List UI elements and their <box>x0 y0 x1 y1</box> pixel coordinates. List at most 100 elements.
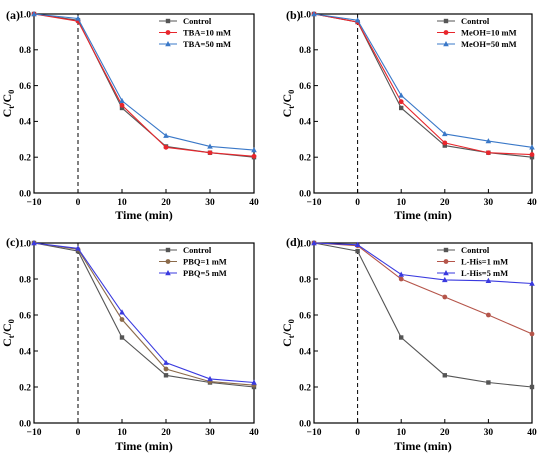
x-tick-label: −10 <box>307 198 322 208</box>
data-point <box>529 384 535 390</box>
legend-marker <box>165 259 171 264</box>
data-point <box>398 92 404 98</box>
y-axis-title-main: C <box>280 109 294 118</box>
legend-marker <box>165 30 171 35</box>
data-point <box>398 99 404 105</box>
data-point <box>119 309 125 315</box>
legend-marker <box>165 41 171 47</box>
data-point <box>163 359 169 365</box>
series-1 <box>311 240 535 337</box>
x-tick-label: 0 <box>355 428 360 438</box>
data-point <box>119 97 125 104</box>
data-point <box>31 11 37 17</box>
data-point <box>399 105 404 111</box>
panel-b: (b) −10 0 10 20 30 40 0.0 0.2 0.4 0.6 0.8 1.0 Time (m… <box>280 8 537 222</box>
x-tick-label: 0 <box>355 198 360 208</box>
panel-label: (d) <box>286 235 301 249</box>
data-point <box>529 144 535 150</box>
data-point <box>119 105 125 111</box>
x-tick-label: −10 <box>27 198 42 208</box>
data-point <box>163 132 169 138</box>
data-point <box>398 271 404 277</box>
x-tick-label: 0 <box>76 198 81 208</box>
legend-marker <box>443 259 449 264</box>
y-axis-title-sub: 0 <box>286 319 296 323</box>
panel-d: (d) −10 0 10 20 30 40 0.0 0.2 0.4 0.6 0.8 1.0 Time (m… <box>280 235 537 453</box>
series-line <box>313 13 533 156</box>
legend-entry: TBA=10 mM <box>183 28 231 38</box>
series-2 <box>311 11 535 150</box>
legend-marker <box>443 18 449 24</box>
series-2 <box>31 240 257 385</box>
data-point <box>442 143 447 148</box>
x-tick-label: 10 <box>396 428 406 438</box>
x-tick-label: 10 <box>117 198 127 208</box>
data-point <box>163 366 169 372</box>
data-point <box>529 155 535 160</box>
x-tick-label: 30 <box>484 428 494 438</box>
data-point <box>442 140 448 146</box>
x-axis-title: Time (min) <box>394 208 451 222</box>
legend-marker <box>165 247 171 253</box>
data-point <box>398 276 404 282</box>
data-point <box>486 150 491 156</box>
y-axis-title-sep: /C <box>280 94 294 107</box>
x-tick-label: 20 <box>440 428 450 438</box>
data-point <box>355 248 360 254</box>
x-tick-label: 30 <box>205 428 215 438</box>
y-axis-title: Ct/C0 <box>0 319 16 347</box>
y-tick-label: 0.8 <box>19 46 31 56</box>
panel-label: (a) <box>6 8 20 22</box>
y-tick-label: 1.0 <box>299 239 311 249</box>
series-2 <box>31 11 257 153</box>
data-point <box>207 375 213 382</box>
x-axis-title: Time (min) <box>394 439 451 453</box>
y-tick-label: 0.0 <box>299 419 311 429</box>
y-axis-title-sub: t <box>286 335 296 338</box>
plot-frame <box>33 242 255 424</box>
data-point <box>119 317 125 322</box>
data-point <box>75 245 81 251</box>
data-point <box>119 335 125 340</box>
data-point <box>119 102 125 108</box>
y-tick-label: 1.0 <box>299 10 311 20</box>
y-tick-label: 0.8 <box>19 275 31 285</box>
x-tick-label: 40 <box>527 428 537 438</box>
y-axis-title-sub: t <box>6 335 16 338</box>
legend-entry: L-His=5 mM <box>461 268 508 278</box>
y-axis-title-sub: 0 <box>6 319 16 323</box>
y-axis-title-sep: /C <box>0 94 14 107</box>
y-axis-title-sep: /C <box>0 323 14 336</box>
data-point <box>485 138 492 144</box>
data-point <box>251 147 257 153</box>
x-axis-title: Time (min) <box>115 439 172 453</box>
y-tick-label: 0.2 <box>299 383 311 393</box>
y-axis-title-sub: t <box>286 106 296 109</box>
legend-entry: Control <box>461 16 490 26</box>
x-tick-label: 30 <box>484 198 494 208</box>
data-point <box>529 152 535 157</box>
series-line <box>313 13 533 148</box>
y-axis-title-sub: t <box>6 106 16 109</box>
panel-label: (c) <box>6 235 19 249</box>
data-point <box>354 241 361 247</box>
series-line <box>33 13 255 157</box>
data-point <box>251 153 257 159</box>
legend-entry: PBQ=1 mM <box>183 257 227 267</box>
data-point <box>251 379 257 385</box>
x-tick-label: 20 <box>161 198 171 208</box>
series-line <box>313 242 533 388</box>
data-point <box>311 11 317 17</box>
y-tick-label: 0.4 <box>19 347 31 357</box>
y-axis-title: Ct/C0 <box>280 90 296 118</box>
y-tick-label: 0.4 <box>299 118 311 128</box>
y-axis-title: Ct/C0 <box>0 90 16 118</box>
x-axis-title: Time (min) <box>115 208 172 222</box>
y-tick-label: 0.0 <box>19 419 31 429</box>
x-tick-label: −10 <box>27 428 42 438</box>
x-tick-label: 20 <box>440 198 450 208</box>
x-tick-label: −10 <box>307 428 322 438</box>
